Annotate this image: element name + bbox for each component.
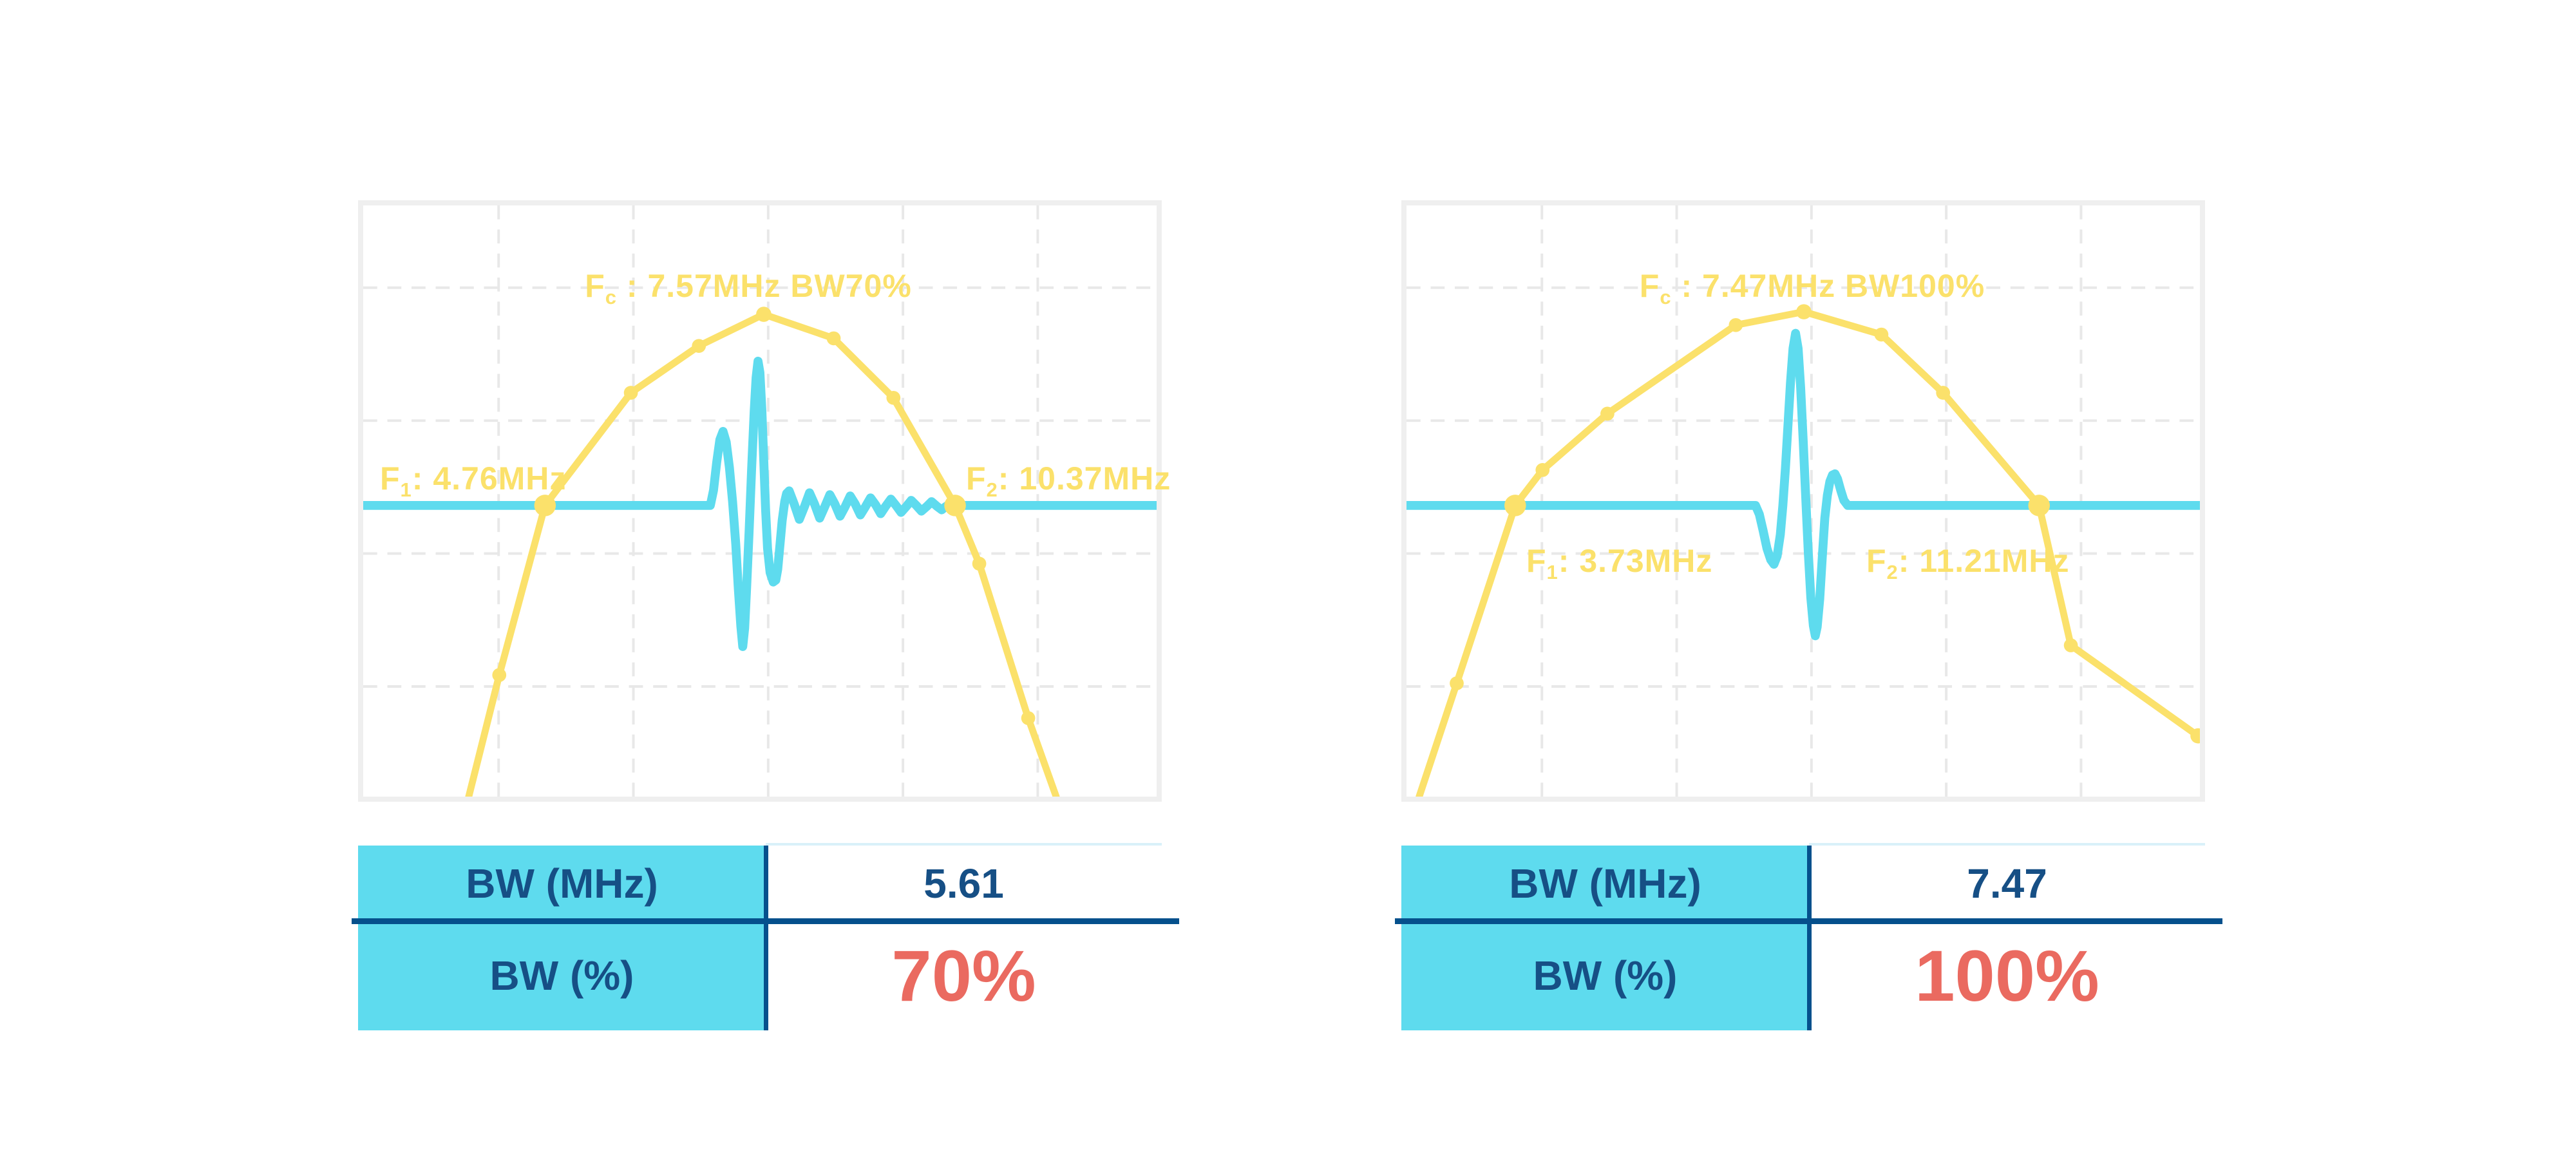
fc-symbol: F	[1639, 268, 1660, 304]
table-row-bw-mhz: BW (MHz) 7.47	[1401, 846, 2205, 921]
f1-subscript: 1	[1546, 561, 1558, 583]
fc-value: : 7.57MHz BW70%	[617, 268, 912, 304]
f2-symbol: F	[1866, 543, 1887, 579]
fc-value: : 7.47MHz BW100%	[1671, 268, 1985, 304]
table-row-divider	[352, 918, 1179, 924]
f2-symbol: F	[966, 460, 987, 497]
table-row-bw-percent: BW (%) 100%	[1401, 921, 2205, 1030]
chart-bw100: Fc : 7.47MHz BW100% F1: 3.73MHz F2: 11.2…	[1401, 200, 2205, 802]
lower-frequency-annotation: F1: 3.73MHz	[1526, 542, 1713, 583]
bw-percent-value: 100%	[1915, 935, 2099, 1016]
spectrum-pulse-plot	[1406, 205, 2200, 797]
upper-frequency-annotation: F2: 10.37MHz	[966, 460, 1171, 500]
pulse-spectrum-panel-bw100: Fc : 7.47MHz BW100% F1: 3.73MHz F2: 11.2…	[1395, 0, 2222, 1154]
table-column-divider	[764, 846, 768, 1030]
table-row-bw-percent: BW (%) 70%	[358, 921, 1162, 1030]
f1-value: : 4.76MHz	[412, 460, 567, 497]
bw-percent-label: BW (%)	[358, 921, 766, 1030]
table-column-divider	[1807, 846, 1812, 1030]
f1-value: : 3.73MHz	[1558, 543, 1713, 579]
bw-percent-value: 70%	[891, 935, 1036, 1016]
lower-frequency-annotation: F1: 4.76MHz	[380, 460, 567, 500]
table-row-divider	[1395, 918, 2222, 924]
f1-subscript: 1	[400, 478, 412, 501]
bw-mhz-label: BW (MHz)	[358, 846, 766, 921]
center-frequency-annotation: Fc : 7.57MHz BW70%	[585, 267, 912, 308]
fc-subscript: c	[1660, 286, 1672, 308]
f1-symbol: F	[1526, 543, 1547, 579]
upper-frequency-annotation: F2: 11.21MHz	[1866, 542, 2070, 583]
table-top-border	[1809, 843, 2205, 846]
fc-subscript: c	[605, 286, 618, 308]
table-top-border	[766, 843, 1162, 846]
bw-mhz-label: BW (MHz)	[1401, 846, 1809, 921]
f2-value: : 10.37MHz	[998, 460, 1171, 497]
bw-mhz-value: 7.47	[1967, 860, 2047, 907]
bandwidth-table: BW (MHz) 7.47 BW (%) 100%	[1395, 843, 2222, 1030]
center-frequency-annotation: Fc : 7.47MHz BW100%	[1639, 267, 1985, 308]
chart-bw70: Fc : 7.57MHz BW70% F1: 4.76MHz F2: 10.37…	[358, 200, 1170, 802]
bandwidth-table: BW (MHz) 5.61 BW (%) 70%	[352, 843, 1179, 1030]
bw-mhz-value: 5.61	[923, 860, 1004, 907]
bw-percent-label: BW (%)	[1401, 921, 1809, 1030]
f1-symbol: F	[380, 460, 401, 497]
f2-value: : 11.21MHz	[1898, 543, 2070, 579]
pulse-spectrum-panel-bw70: Fc : 7.57MHz BW70% F1: 4.76MHz F2: 10.37…	[352, 0, 1179, 1154]
fc-symbol: F	[585, 268, 605, 304]
f2-subscript: 2	[1886, 561, 1899, 583]
f2-subscript: 2	[986, 478, 998, 501]
spectrum-pulse-plot	[363, 205, 1157, 797]
table-row-bw-mhz: BW (MHz) 5.61	[358, 846, 1162, 921]
